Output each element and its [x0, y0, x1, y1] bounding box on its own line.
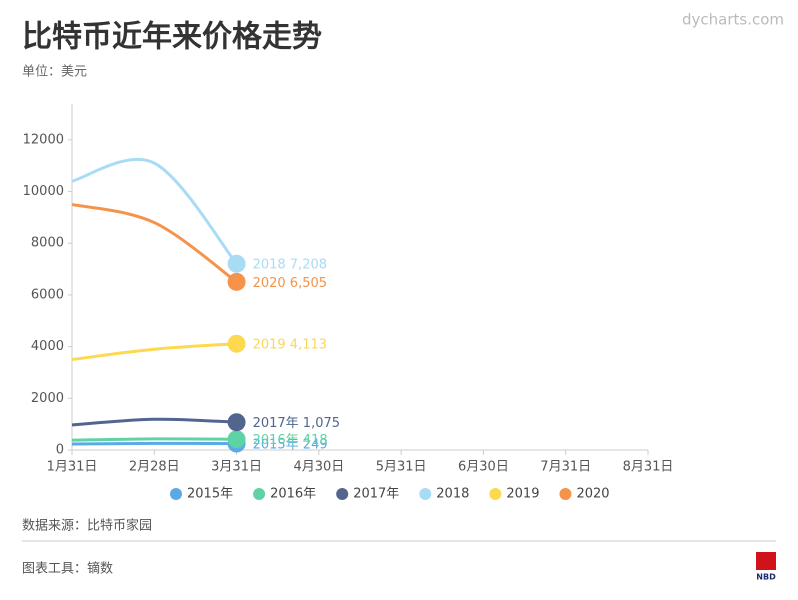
x-tick-label: 2月28日: [129, 460, 180, 475]
end-label: 2017年 1,075: [253, 416, 340, 431]
logo-text: NBD: [756, 573, 776, 582]
legend-swatch: [559, 488, 572, 500]
legend-swatch: [336, 488, 349, 500]
chart-title: 比特币近年来价格走势: [22, 20, 322, 55]
end-label-value: 6,505: [290, 275, 327, 290]
tool: 图表工具：镝数: [22, 561, 113, 577]
legend-label: 2016年: [270, 487, 316, 502]
watermark: dycharts.com: [682, 11, 784, 29]
end-label: 2016年 418: [253, 433, 328, 448]
legend-label: 2019: [506, 487, 539, 502]
x-tick-label: 3月31日: [211, 460, 262, 475]
logo-icon: [756, 552, 776, 570]
source: 数据来源：比特币家园: [22, 518, 152, 534]
end-point: [227, 272, 246, 291]
x-tick-label: 8月31日: [623, 460, 674, 475]
end-label-value: 1,075: [303, 416, 340, 431]
x-tick-label: 5月31日: [376, 460, 427, 475]
end-label-name: 2018: [253, 257, 286, 272]
end-label: 2015年 249: [253, 437, 328, 452]
series-line: [71, 441, 237, 446]
end-point: [227, 334, 246, 353]
series-line: [71, 202, 238, 284]
legend-label: 2018: [436, 487, 469, 502]
y-tick-label: 2000: [31, 391, 64, 406]
end-label-name: 2016年: [253, 433, 299, 448]
end-point: [227, 430, 246, 449]
y-tick-label: 6000: [31, 287, 64, 302]
end-point: [227, 254, 246, 273]
end-label-value: 249: [303, 437, 328, 452]
y-tick-label: 10000: [23, 184, 64, 199]
end-label-name: 2019: [253, 337, 286, 352]
end-label: 2020 6,505: [253, 275, 327, 290]
end-label-value: 4,113: [290, 337, 327, 352]
y-tick-label: 4000: [31, 339, 64, 354]
y-tick-label: 8000: [31, 236, 64, 251]
legend-label: 2020: [576, 487, 609, 502]
end-label-name: 2015年: [253, 437, 299, 452]
legend-label: 2017年: [353, 487, 399, 502]
legend-swatch: [419, 488, 432, 500]
chart-subtitle: 单位：美元: [22, 65, 87, 80]
series-line: [71, 437, 237, 442]
end-label: 2019 4,113: [253, 337, 327, 352]
x-tick-label: 4月30日: [293, 460, 344, 475]
end-label-name: 2020: [253, 275, 286, 290]
legend-label: 2015年: [187, 487, 233, 502]
end-label-value: 7,208: [290, 257, 327, 272]
legend-swatch: [253, 488, 266, 500]
series-line: [71, 417, 237, 427]
y-tick-label: 12000: [23, 132, 64, 147]
end-label-value: 418: [303, 433, 328, 448]
end-point: [227, 413, 246, 432]
x-tick-label: 1月31日: [47, 460, 98, 475]
legend-swatch: [489, 488, 502, 500]
series-line: [71, 157, 238, 265]
x-tick-label: 7月31日: [540, 460, 591, 475]
y-tick-label: 0: [56, 443, 64, 458]
end-label: 2018 7,208: [253, 257, 327, 272]
end-label-name: 2017年: [253, 416, 299, 431]
x-tick-label: 6月30日: [458, 460, 509, 475]
series-line: [71, 342, 237, 362]
legend-swatch: [170, 488, 182, 500]
